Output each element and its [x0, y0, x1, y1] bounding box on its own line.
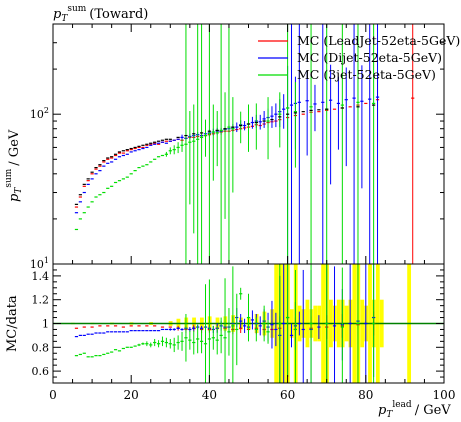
- main-y-axis-label: pTsum/ GeV: [4, 129, 24, 202]
- ratio-y-axis-label: MC/data: [5, 295, 20, 352]
- main-y-tick-label: 102: [30, 106, 49, 121]
- legend-label: MC (3jet-52eta-5GeV): [297, 67, 436, 82]
- legend: MC (LeadJet-52eta-5GeV) MC (Dijet-52eta-5…: [258, 33, 460, 82]
- x-tick-label: 100: [433, 388, 456, 402]
- ratio-y-tick-label: 1.4: [32, 270, 50, 283]
- x-tick-label: 60: [280, 388, 295, 402]
- x-tick-label: 0: [49, 388, 57, 402]
- ratio-y-tick-label: 1: [42, 318, 49, 331]
- x-tick-label: 80: [358, 388, 373, 402]
- ratio-panel: [53, 264, 444, 383]
- main-series-data: [74, 104, 376, 205]
- ratio-y-tick-label: 0.6: [32, 365, 50, 378]
- x-tick-label: 20: [124, 388, 139, 402]
- plot-title: pTsum (Toward): [53, 4, 148, 24]
- main-y-tick-label: 101: [30, 256, 49, 271]
- svg-text:pTsum/ GeV: pTsum/ GeV: [4, 129, 24, 202]
- legend-label: MC (Dijet-52eta-5GeV): [297, 50, 442, 65]
- ratio-series-mc-3jet-52eta-5gev: [74, 264, 376, 383]
- legend-label: MC (LeadJet-52eta-5GeV): [297, 33, 460, 48]
- ratio-y-tick-label: 0.8: [32, 341, 50, 354]
- x-tick-label: 40: [202, 388, 217, 402]
- x-axis-label: pTlead / GeV: [378, 400, 451, 420]
- main-panel: [74, 24, 415, 264]
- ratio-y-tick-label: 1.2: [32, 294, 50, 307]
